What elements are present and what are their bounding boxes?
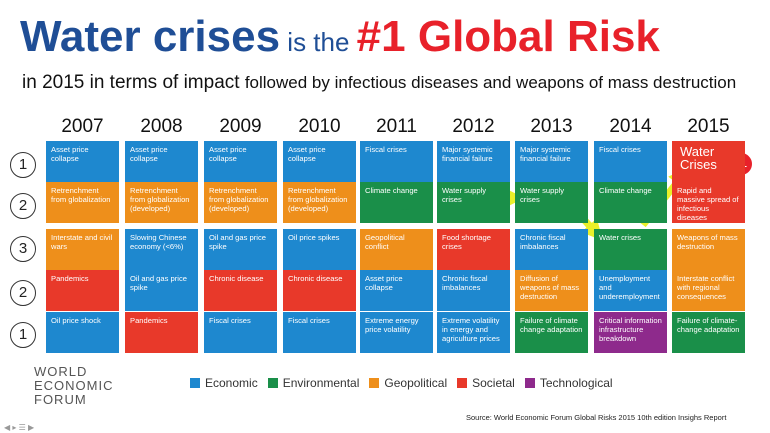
risk-cell: Weapons of mass destruction <box>672 229 745 270</box>
legend-swatch <box>267 378 278 388</box>
rank-circle: 2 <box>10 280 36 306</box>
legend-item: Technological <box>524 376 613 390</box>
risk-cell: Chronic disease <box>204 270 277 311</box>
risk-cell: Food shortage crises <box>437 229 510 270</box>
risk-cell: Water crises <box>594 229 667 270</box>
title-part-3: #1 Global Risk <box>356 12 660 61</box>
legend-swatch <box>457 378 468 388</box>
risk-cell: Major systemic financial failure <box>515 141 588 182</box>
risk-cell: Retrenchment from globalization (develop… <box>283 182 356 223</box>
legend-item: Economic <box>190 376 258 390</box>
risk-cell: Geopolitical conflict <box>360 229 433 270</box>
legend-item: Societal <box>457 376 515 390</box>
risk-cell: Oil price spikes <box>283 229 356 270</box>
year-header: 2012 <box>452 116 495 137</box>
risk-cell: Retrenchment from globalization (develop… <box>125 182 198 223</box>
risk-cell: Asset price collapse <box>46 141 119 182</box>
wef-logo: WORLD ECONOMIC FORUM <box>34 365 114 407</box>
risk-cell: Slowing Chinese economy (<6%) <box>125 229 198 270</box>
title-part-1: Water crises <box>20 12 281 61</box>
risk-cell: Interstate conflict with regional conseq… <box>672 270 745 311</box>
risk-cell: Retrenchment from globalization <box>46 182 119 223</box>
rank-circle: 1 <box>10 152 36 178</box>
risk-cell: Asset price collapse <box>125 141 198 182</box>
risk-cell: Fiscal crises <box>594 141 667 182</box>
risk-cell: Asset price collapse <box>204 141 277 182</box>
rank-circle: 3 <box>10 236 36 262</box>
legend-swatch <box>524 378 535 388</box>
rank-circle: 2 <box>10 193 36 219</box>
risk-cell: Chronic fiscal imbalances <box>515 229 588 270</box>
risk-cell: Fiscal crises <box>360 141 433 182</box>
legend-label: Geopolitical <box>384 376 448 390</box>
source-note: Source: World Economic Forum Global Risk… <box>466 413 727 422</box>
legend-swatch <box>190 378 200 388</box>
risk-cell: Rapid and massive spread of infectious d… <box>672 182 745 223</box>
year-header: 2015 <box>687 116 730 137</box>
risk-cell: Fiscal crises <box>204 312 277 353</box>
rank-circle: 1 <box>10 322 36 348</box>
risk-cell: Climate change <box>594 182 667 223</box>
legend-label: Economic <box>205 376 258 390</box>
year-header: 2009 <box>219 116 262 137</box>
legend-label: Technological <box>539 376 613 390</box>
year-header: 2008 <box>140 116 183 137</box>
risk-cell: Diffusion of weapons of mass destruction <box>515 270 588 311</box>
risk-cell: Water supply crises <box>437 182 510 223</box>
legend-swatch <box>369 378 380 388</box>
logo-line-2: ECONOMIC <box>34 378 114 393</box>
page-title: Water crises is the #1 Global Risk <box>20 12 660 62</box>
legend-item: Environmental <box>267 376 360 390</box>
nav-icons[interactable]: ◀ ▸ ☰ ▶ <box>4 423 35 432</box>
risk-cell: Failure of climate-change adaptation <box>672 312 745 353</box>
risk-cell: Asset price collapse <box>360 270 433 311</box>
year-header: 2011 <box>376 116 417 137</box>
risk-cell: Climate change <box>360 182 433 223</box>
risk-cell: Unemployment and underemployment <box>594 270 667 311</box>
risk-cell: Extreme energy price volatility <box>360 312 433 353</box>
subtitle-part-1: in 2015 in terms of impact <box>22 72 245 93</box>
title-part-2: is the <box>280 27 357 57</box>
risk-cell: Pandemics <box>46 270 119 311</box>
year-header: 2010 <box>298 116 341 137</box>
risk-cell: Asset price collapse <box>283 141 356 182</box>
risk-cell: Oil and gas price spike <box>204 229 277 270</box>
year-header: 2014 <box>609 116 652 137</box>
risk-cell: Failure of climate change adaptation <box>515 312 588 353</box>
logo-line-1: WORLD <box>34 364 88 379</box>
year-header: 2013 <box>530 116 573 137</box>
subtitle-part-2: followed by infectious diseases and weap… <box>244 73 737 92</box>
legend-item: Geopolitical <box>369 376 447 390</box>
legend-label: Environmental <box>282 376 360 390</box>
risk-cell: Oil price shock <box>46 312 119 353</box>
risk-cell: Major systemic financial failure <box>437 141 510 182</box>
legend: Economic Environmental Geopolitical Societa… <box>190 376 623 390</box>
logo-line-3: FORUM <box>34 392 87 407</box>
risk-cell: Chronic disease <box>283 270 356 311</box>
risk-cell: Interstate and civil wars <box>46 229 119 270</box>
risk-cell: Water Crises <box>672 141 745 182</box>
page-subtitle: in 2015 in terms of impact followed by i… <box>22 72 736 94</box>
risk-cell: Fiscal crises <box>283 312 356 353</box>
risk-cell: Critical information infrastructure brea… <box>594 312 667 353</box>
risk-cell: Water supply crises <box>515 182 588 223</box>
legend-label: Societal <box>472 376 515 390</box>
risk-cell: Oil and gas price spike <box>125 270 198 311</box>
risk-cell: Pandemics <box>125 312 198 353</box>
year-header: 2007 <box>61 116 104 137</box>
risk-cell: Extreme volatility in energy and agricul… <box>437 312 510 353</box>
risk-cell: Chronic fiscal imbalances <box>437 270 510 311</box>
risk-cell: Retrenchment from globalization (develop… <box>204 182 277 223</box>
